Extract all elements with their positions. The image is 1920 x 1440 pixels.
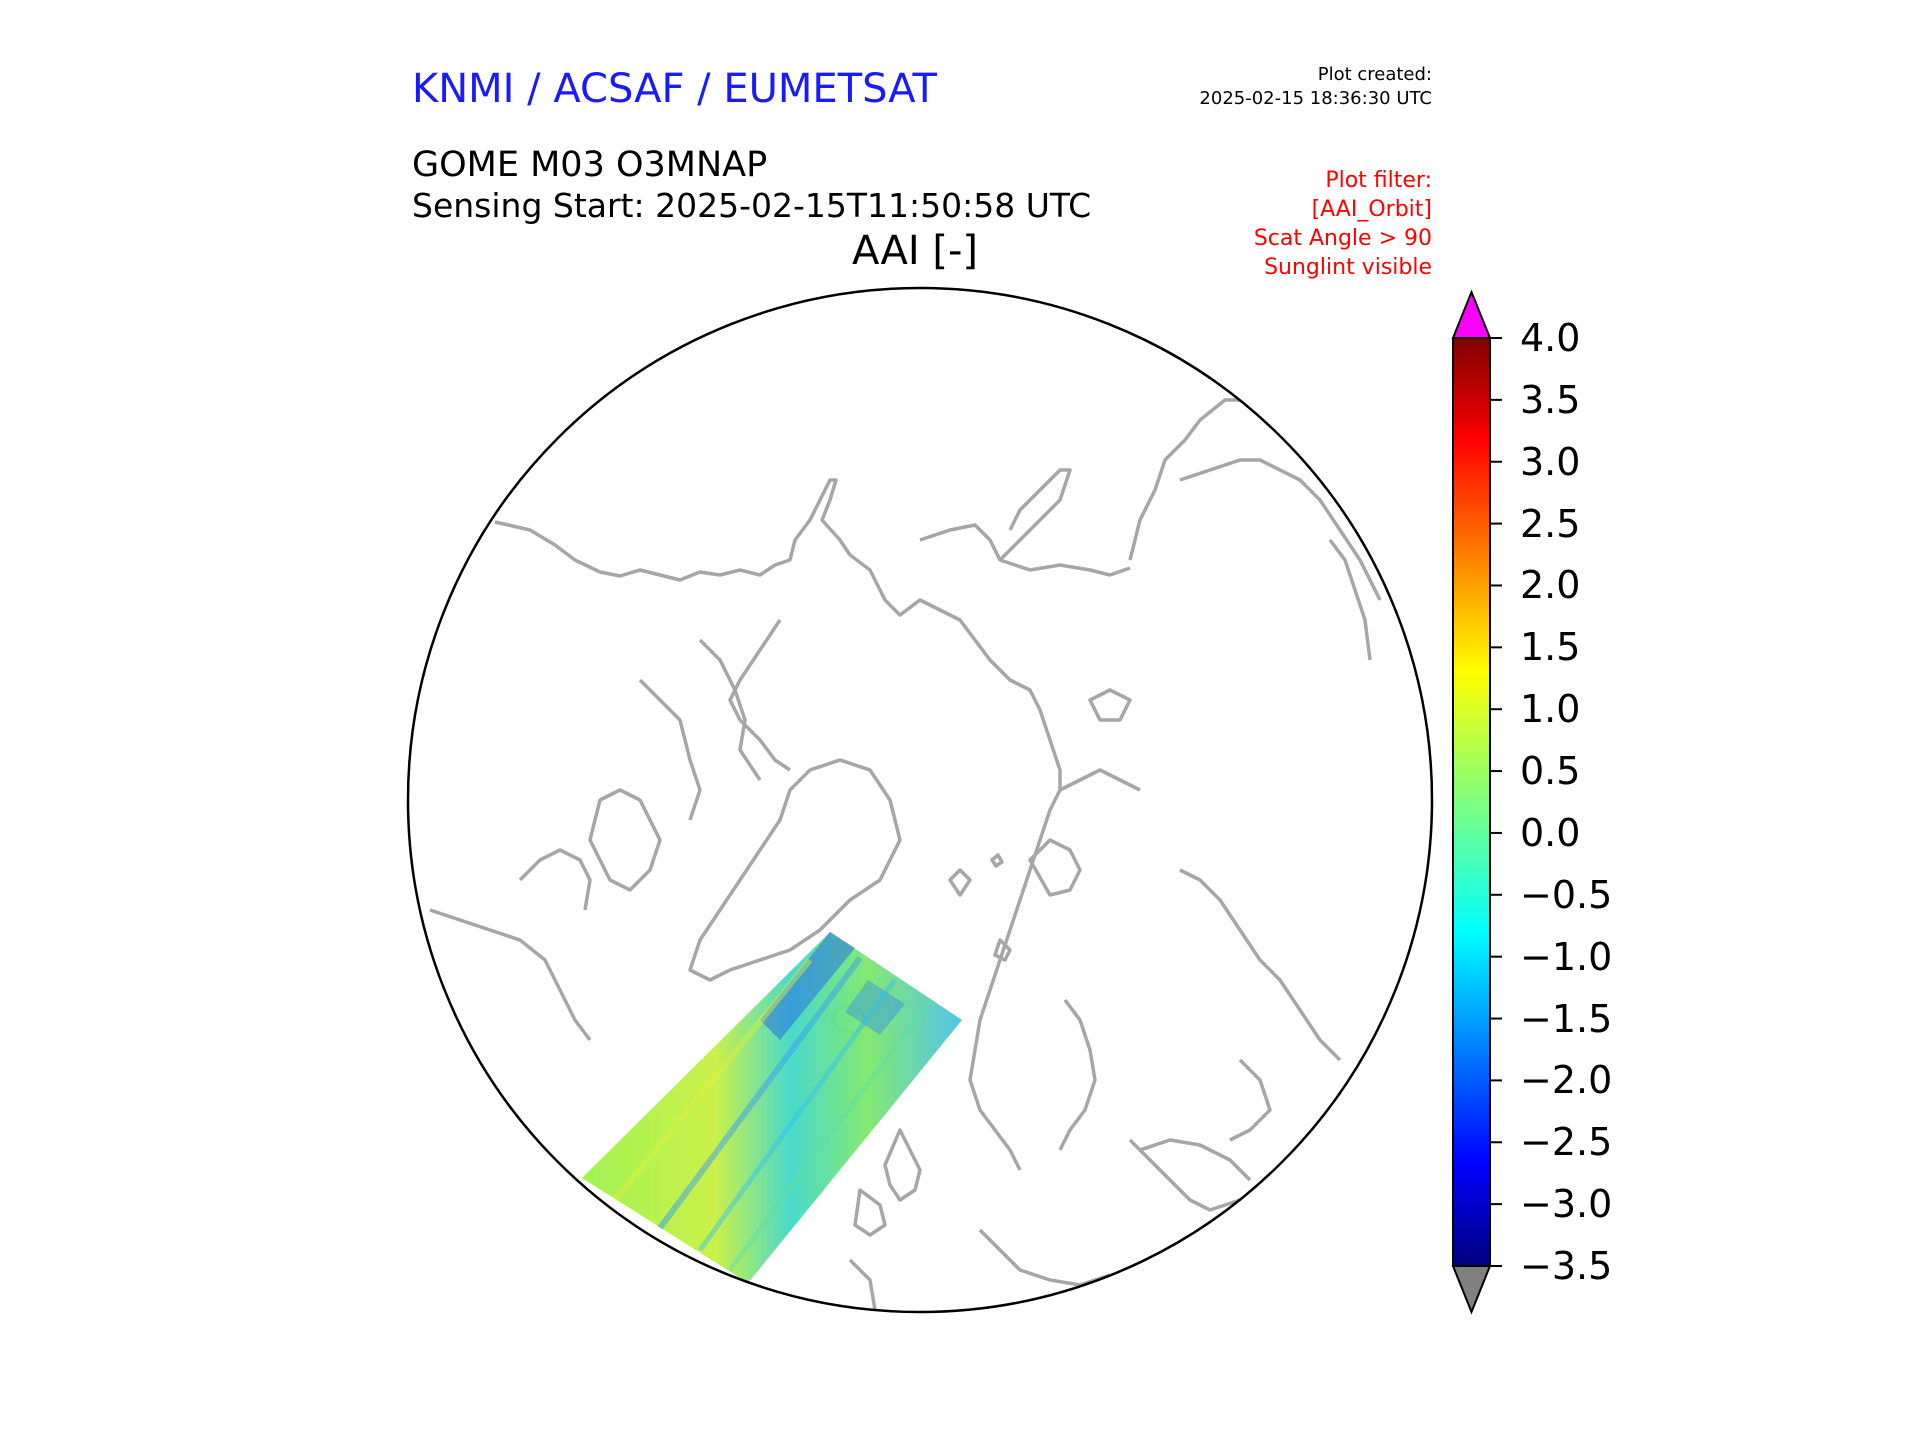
colorbar-tick-label: −0.5 — [1520, 872, 1613, 917]
colorbar-tick-label: 2.0 — [1520, 563, 1581, 608]
colorbar-under-extension — [1451, 1265, 1492, 1315]
colorbar-tick-label: 1.0 — [1520, 687, 1581, 732]
plot-filter-line: [AAI_Orbit] — [1311, 197, 1432, 222]
agency-title: KNMI / ACSAF / EUMETSAT — [412, 66, 937, 112]
colorbar — [1451, 289, 1502, 1315]
colorbar-tick-label: −2.5 — [1520, 1120, 1613, 1165]
colorbar-tick-label: 2.5 — [1520, 501, 1581, 546]
plot-created-time: 2025-02-15 18:36:30 UTC — [1199, 88, 1432, 109]
colorbar-tick-label: 1.5 — [1520, 625, 1581, 670]
plot-filter-line: Scat Angle > 90 — [1253, 226, 1432, 251]
colorbar-tick-label: −1.5 — [1520, 996, 1613, 1041]
sensing-start: Sensing Start: 2025-02-15T11:50:58 UTC — [412, 186, 1092, 225]
colorbar-tick-label: 3.5 — [1520, 377, 1581, 422]
colorbar-tick-label: 0.5 — [1520, 749, 1581, 794]
colorbar-tick-label: −3.0 — [1520, 1182, 1613, 1227]
colorbar-tick-label: −1.0 — [1520, 934, 1613, 979]
aai-swath — [582, 932, 962, 1283]
plot-filter-line: Plot filter: — [1325, 168, 1432, 193]
map-boundary — [406, 286, 1434, 1314]
colorbar-tick-label: 4.0 — [1520, 316, 1581, 360]
colorbar-tick-label: −3.5 — [1520, 1244, 1613, 1288]
colorbar-over-extension — [1451, 289, 1492, 339]
colorbar-tick-label: 3.0 — [1520, 439, 1581, 484]
variable-title: AAI [-] — [852, 228, 978, 274]
colorbar-tick-label: −2.0 — [1520, 1058, 1613, 1103]
coastlines — [429, 398, 1382, 1312]
product-title: GOME M03 O3MNAP — [412, 145, 768, 185]
colorbar-tick-label: 0.0 — [1520, 810, 1581, 855]
plot-filter-line: Sunglint visible — [1264, 255, 1432, 280]
plot-created-label: Plot created: — [1317, 64, 1432, 85]
